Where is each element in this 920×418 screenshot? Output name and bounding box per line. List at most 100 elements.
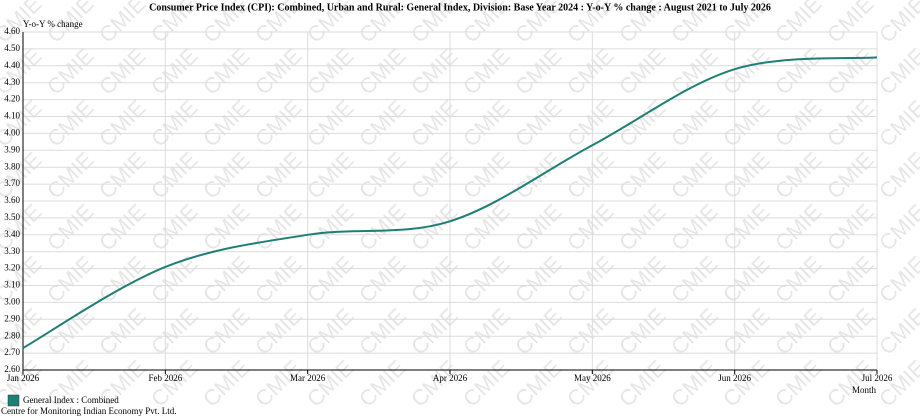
y-tick-label: 3.30 [4,246,20,256]
y-tick-label: 2.70 [4,347,20,357]
watermark: CMIE [822,0,879,48]
watermark: CMIE [250,199,307,256]
watermark: CMIE [42,43,99,100]
watermark: CMIE [354,147,411,204]
watermark: CMIE [406,355,463,412]
y-tick-label: 3.20 [4,263,20,273]
watermark: CMIE [614,251,671,308]
watermark: CMIE [302,43,359,100]
watermark: CMIE [822,95,879,152]
watermark: CMIE [198,147,255,204]
watermark: CMIE [666,251,723,308]
y-tick-label: 2.80 [4,330,20,340]
y-tick-label: 2.90 [4,313,20,323]
y-tick-label: 3.70 [4,178,20,188]
watermark: CMIE [666,355,723,412]
watermark: CMIE [42,95,99,152]
watermark: CMIE [510,303,567,360]
watermark: CMIE [302,355,359,412]
watermark: CMIE [822,199,879,256]
watermark: CMIE [42,199,99,256]
watermark: CMIE [770,251,827,308]
watermark: CMIE [718,355,775,412]
watermark: CMIE [250,303,307,360]
watermark: CMIE [94,147,151,204]
watermark: CMIE [562,95,619,152]
y-tick-label: 3.40 [4,229,20,239]
watermark: CMIE [250,251,307,308]
watermark: CMIE [666,147,723,204]
watermark: CMIE [354,355,411,412]
watermark: CMIE [198,95,255,152]
x-tick-label: Jul 2026 [862,373,893,383]
watermark: CMIE [406,251,463,308]
watermark: CMIE [458,199,515,256]
watermark: CMIE [822,147,879,204]
y-tick-label: 3.80 [4,161,20,171]
y-tick-label: 4.60 [4,26,20,36]
x-tick-label: Jun 2026 [718,373,751,383]
watermark: CMIE [146,147,203,204]
y-tick-label: 3.50 [4,212,20,222]
chart-title: Consumer Price Index (CPI): Combined, Ur… [149,2,771,13]
watermark: CMIE [770,0,827,48]
watermark: CMIE [406,199,463,256]
watermark: CMIE [302,199,359,256]
watermark: CMIE [510,147,567,204]
watermark: CMIE [666,303,723,360]
x-tick-label: Mar 2026 [290,373,326,383]
watermark: CMIE [874,95,920,152]
watermark: CMIE [666,95,723,152]
watermark: CMIE [874,355,920,412]
watermark: CMIE [406,303,463,360]
watermark: CMIE [718,147,775,204]
watermark: CMIE [770,43,827,100]
watermark: CMIE [510,199,567,256]
watermark: CMIE [770,199,827,256]
watermark: CMIE [94,0,151,48]
watermark: CMIE [770,95,827,152]
x-tick-label: Feb 2026 [148,373,182,383]
watermark: CMIE [94,199,151,256]
watermark: CMIE [146,43,203,100]
watermark: CMIE [770,147,827,204]
watermark: CMIE [146,303,203,360]
watermark: CMIE [42,251,99,308]
watermark: CMIE [666,43,723,100]
watermark: CMIE [406,147,463,204]
watermark: CMIE [510,43,567,100]
y-tick-label: 3.10 [4,280,20,290]
watermark: CMIE [198,199,255,256]
y-tick-label: 3.60 [4,195,20,205]
watermark: CMIE [458,355,515,412]
watermark: CMIE [822,303,879,360]
watermark: CMIE [562,303,619,360]
watermark: CMIE [94,43,151,100]
watermark: CMIE [354,43,411,100]
watermark: CMIE [822,355,879,412]
watermark: CMIE [770,355,827,412]
watermark: CMIE [42,147,99,204]
watermark: CMIE [510,95,567,152]
watermark: CMIE [458,43,515,100]
watermark: CMIE [458,251,515,308]
x-tick-label: May 2026 [574,373,611,383]
watermark: CMIE [406,43,463,100]
watermark: CMIE [822,43,879,100]
watermark: CMIE [146,355,203,412]
watermark: CMIE [614,199,671,256]
watermark: CMIE [718,199,775,256]
watermark: CMIE [198,303,255,360]
watermark: CMIE [562,43,619,100]
watermark: CMIE [874,199,920,256]
watermark: CMIE [146,199,203,256]
watermark: CMIE [94,303,151,360]
watermark: CMIE [94,95,151,152]
x-axis-label: Month [852,385,877,395]
watermark: CMIE [302,147,359,204]
y-tick-label: 4.20 [4,94,20,104]
watermark: CMIE [562,147,619,204]
watermark: CMIE [562,199,619,256]
watermark: CMIE [146,251,203,308]
